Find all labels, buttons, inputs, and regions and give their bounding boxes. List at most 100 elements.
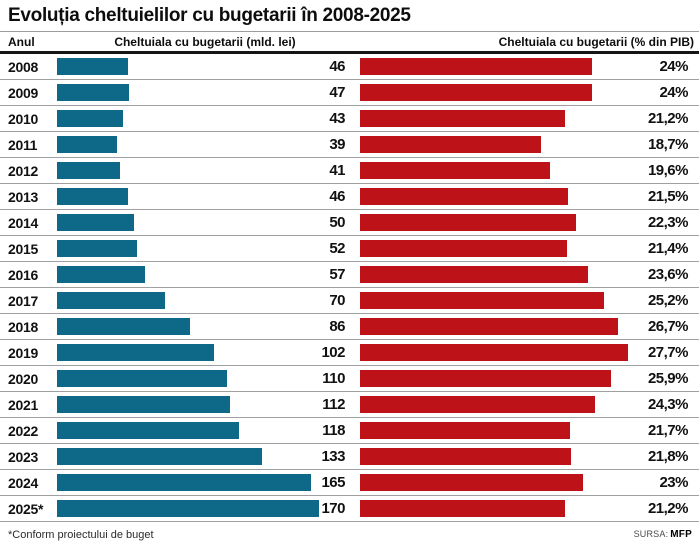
lei-value: 112 xyxy=(322,396,345,413)
pib-bar xyxy=(360,188,568,205)
lei-bar xyxy=(57,318,190,335)
pib-bar xyxy=(360,240,568,257)
pib-bar-track xyxy=(360,500,628,517)
pib-bar-track xyxy=(360,58,628,75)
lei-bar xyxy=(57,396,230,413)
lei-bar-track xyxy=(57,500,319,517)
year-label: 2015 xyxy=(8,240,38,257)
pib-bar xyxy=(360,422,570,439)
column-headers: Anul Cheltuiala cu bugetarii (mld. lei) … xyxy=(0,32,699,51)
lei-value: 47 xyxy=(329,84,345,101)
pib-value: 21,2% xyxy=(647,110,689,127)
pib-bar-track xyxy=(360,136,628,153)
table-row: 2016 57 23,6% xyxy=(0,262,699,288)
pib-bar xyxy=(360,162,550,179)
pib-bar xyxy=(360,84,593,101)
year-label: 2019 xyxy=(8,344,38,361)
lei-bar xyxy=(57,214,135,231)
lei-bar xyxy=(57,422,239,439)
table-row: 2020 110 25,9% xyxy=(0,366,699,392)
lei-bar-track xyxy=(57,370,319,387)
year-label: 2018 xyxy=(8,318,38,335)
source-value: MFP xyxy=(670,529,692,540)
column-header-pib: Cheltuiala cu bugetarii (% din PIB) xyxy=(498,35,694,49)
table-row: 2013 46 21,5% xyxy=(0,184,699,210)
pib-bar xyxy=(360,344,628,361)
lei-bar-track xyxy=(57,474,319,491)
lei-bar xyxy=(57,240,138,257)
lei-bar xyxy=(57,84,130,101)
pib-value: 25,9% xyxy=(647,370,689,387)
pib-bar xyxy=(360,136,541,153)
lei-bar-track xyxy=(57,188,319,205)
lei-value: 70 xyxy=(329,292,345,309)
table-row: 2015 52 21,4% xyxy=(0,236,699,262)
column-header-lei: Cheltuiala cu bugetarii (mld. lei) xyxy=(114,35,296,49)
pib-bar xyxy=(360,110,566,127)
year-label: 2016 xyxy=(8,266,38,283)
lei-value: 170 xyxy=(321,500,345,517)
year-label: 2021 xyxy=(8,396,38,413)
lei-bar-track xyxy=(57,110,319,127)
pib-bar xyxy=(360,214,576,231)
pib-bar-track xyxy=(360,422,628,439)
lei-value: 50 xyxy=(329,214,345,231)
pib-value: 21,2% xyxy=(647,500,689,517)
pib-value: 21,5% xyxy=(647,188,689,205)
year-label: 2020 xyxy=(8,370,38,387)
pib-bar-track xyxy=(360,240,628,257)
table-row: 2010 43 21,2% xyxy=(0,106,699,132)
lei-value: 118 xyxy=(322,422,345,439)
table-row: 2009 47 24% xyxy=(0,80,699,106)
source: SURSA: MFP xyxy=(634,529,692,540)
lei-bar-track xyxy=(57,396,319,413)
year-label: 2023 xyxy=(8,448,38,465)
table-row: 2018 86 26,7% xyxy=(0,314,699,340)
pib-bar-track xyxy=(360,292,628,309)
table-row: 2019 102 27,7% xyxy=(0,340,699,366)
title-divider xyxy=(0,31,699,32)
header-divider xyxy=(0,51,699,54)
lei-bar-track xyxy=(57,448,319,465)
table-row: 2024 165 23% xyxy=(0,470,699,496)
pib-bar xyxy=(360,370,611,387)
pib-bar-track xyxy=(360,188,628,205)
pib-value: 26,7% xyxy=(647,318,689,335)
pib-bar-track xyxy=(360,448,628,465)
pib-bar-track xyxy=(360,110,628,127)
year-label: 2010 xyxy=(8,110,38,127)
pib-bar-track xyxy=(360,344,628,361)
pib-bar xyxy=(360,500,566,517)
lei-bar xyxy=(57,110,124,127)
pib-bar-track xyxy=(360,474,628,491)
table-row: 2008 46 24% xyxy=(0,54,699,80)
lei-bar xyxy=(57,500,319,517)
pib-value: 24,3% xyxy=(647,396,689,413)
table-row: 2022 118 21,7% xyxy=(0,418,699,444)
lei-bar-track xyxy=(57,292,319,309)
year-label: 2009 xyxy=(8,84,38,101)
lei-bar xyxy=(57,370,227,387)
footer: *Conform proiectului de buget SURSA: MFP xyxy=(0,529,699,541)
table-row: 2023 133 21,8% xyxy=(0,444,699,470)
pib-bar xyxy=(360,266,589,283)
pib-bar xyxy=(360,58,593,75)
pib-value: 23,6% xyxy=(647,266,689,283)
lei-bar xyxy=(57,58,128,75)
pib-bar-track xyxy=(360,214,628,231)
lei-bar xyxy=(57,162,121,179)
pib-value: 19,6% xyxy=(647,162,689,179)
lei-value: 110 xyxy=(322,370,345,387)
year-label: 2025* xyxy=(8,500,44,517)
pib-value: 24% xyxy=(659,58,688,75)
pib-value: 27,7% xyxy=(647,344,689,361)
pib-value: 18,7% xyxy=(647,136,689,153)
pib-bar-track xyxy=(360,370,628,387)
lei-value: 39 xyxy=(329,136,345,153)
lei-bar-track xyxy=(57,214,319,231)
source-label: SURSA: xyxy=(633,529,669,539)
year-label: 2022 xyxy=(8,422,38,439)
year-label: 2024 xyxy=(8,474,38,491)
pib-value: 21,8% xyxy=(647,448,689,465)
pib-value: 22,3% xyxy=(647,214,689,231)
